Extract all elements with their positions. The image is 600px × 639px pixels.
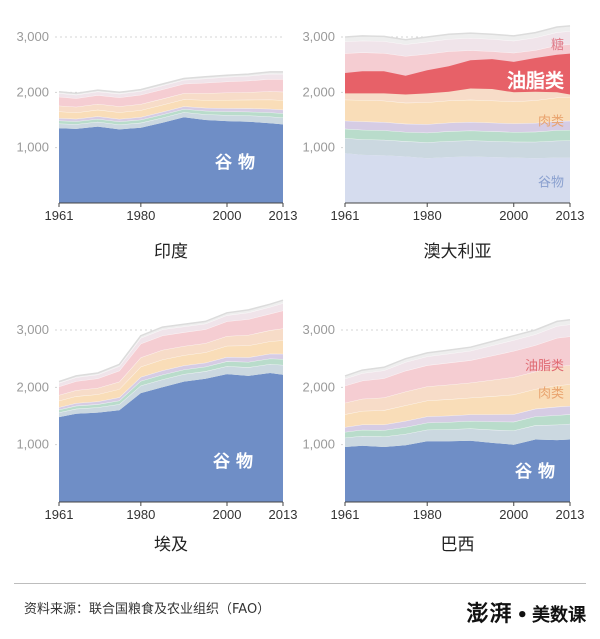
x-tick-label: 2013 [269,507,298,522]
x-tick-label: 1980 [413,208,442,223]
y-tick-label: 2,000 [16,84,49,99]
x-tick-label: 1961 [331,208,360,223]
footer-divider [14,583,586,584]
area-cereal [59,373,283,502]
area-layer-2 [345,406,570,432]
area-layer-3 [345,97,570,125]
area-total-outline [344,25,571,41]
label-meat: 肉类 [538,387,564,402]
area-layer-5 [59,310,283,396]
y-tick-label: 2,000 [302,84,335,99]
label-cereal: 谷 物 [213,451,253,472]
logo-dot: • [516,605,528,626]
y-tick-label: 3,000 [302,322,335,337]
chart-panel-australia: 3,000 2,000 1,000 1961 1980 2000 2013 澳大利亚 糖油脂类肉… [302,25,585,262]
area-total-outline [58,299,284,383]
panel-title: 澳大利亚 [424,242,492,262]
x-tick-label: 2000 [499,507,528,522]
panel-title: 印度 [154,242,188,262]
y-tick-label: 1,000 [16,140,49,155]
area-layer-1 [59,109,283,125]
chart-panel-india: 3,000 2,000 1,000 1961 1980 2000 2013 印度 谷 物 [16,29,297,262]
area-layer-5 [345,336,570,403]
area-layer-6 [345,324,570,386]
label-cereal: 谷物 [538,175,564,190]
area-layer-6 [345,31,570,57]
source-note: 资料来源：联合国粮食及农业组织（FAO） [24,602,271,617]
x-tick-label: 2000 [213,507,242,522]
area-layer-0 [59,112,283,130]
area-layer-4 [59,91,283,113]
x-tick-label: 2000 [499,208,528,223]
panel-title: 埃及 [154,535,188,555]
x-tick-label: 1980 [126,208,155,223]
label-cereal: 谷 物 [515,461,555,482]
area-layer-0 [345,138,570,159]
area-layer-3 [59,99,283,119]
label-cereal: 谷 物 [215,152,255,173]
x-tick-label: 1961 [331,507,360,522]
area-cereal [59,117,283,203]
area-layer-4 [59,328,283,401]
area-layer-2 [59,353,283,410]
area-cereal [345,439,570,502]
chart-panel-brazil: 3,000 2,000 1,000 1961 1980 2000 2013 巴西 谷 物 油脂类肉… [302,318,585,555]
label-meat: 肉类 [538,115,564,130]
area-layer-1 [345,414,570,438]
area-layer-6 [59,303,283,387]
label-oils: 油脂类 [507,69,564,92]
y-tick-label: 1,000 [302,437,335,452]
x-tick-label: 1961 [45,507,74,522]
area-layer-0 [59,364,283,418]
area-layer-2 [59,106,283,122]
area-oils-highlight [345,53,570,95]
x-tick-label: 1980 [413,507,442,522]
area-layer-0 [345,423,570,447]
y-tick-label: 1,000 [302,140,335,155]
logo-mark: 澎湃 [466,601,513,627]
area-total-outline [58,71,283,95]
panel-title: 巴西 [441,535,475,555]
y-tick-label: 2,000 [302,379,335,394]
label-oils: 油脂类 [525,359,564,374]
x-tick-label: 1961 [45,208,74,223]
area-layer-1 [59,358,283,413]
x-tick-label: 2000 [213,208,242,223]
y-tick-label: 3,000 [16,29,49,44]
y-tick-label: 3,000 [302,29,335,44]
brand-logo: 澎湃 • 美数课 [466,596,586,628]
label-sugar: 糖 [551,37,564,53]
logo-text: 美数课 [532,605,586,626]
area-layer-6 [59,73,283,99]
layer-boundary [58,73,284,96]
y-tick-label: 1,000 [16,437,49,452]
area-layer-7 [59,300,283,383]
area-cereal [345,153,570,203]
x-tick-label: 2013 [269,208,298,223]
x-tick-label: 2013 [556,507,585,522]
area-layer-7 [59,71,283,95]
area-layer-5 [59,79,283,107]
x-tick-label: 2013 [556,208,585,223]
y-tick-label: 3,000 [16,322,49,337]
x-tick-label: 1980 [126,507,155,522]
area-total-outline [344,318,571,377]
area-layer-3 [345,384,570,428]
y-tick-label: 2,000 [16,379,49,394]
chart-panel-egypt: 3,000 2,000 1,000 1961 1980 2000 2013 埃及 谷 物 [16,299,298,555]
